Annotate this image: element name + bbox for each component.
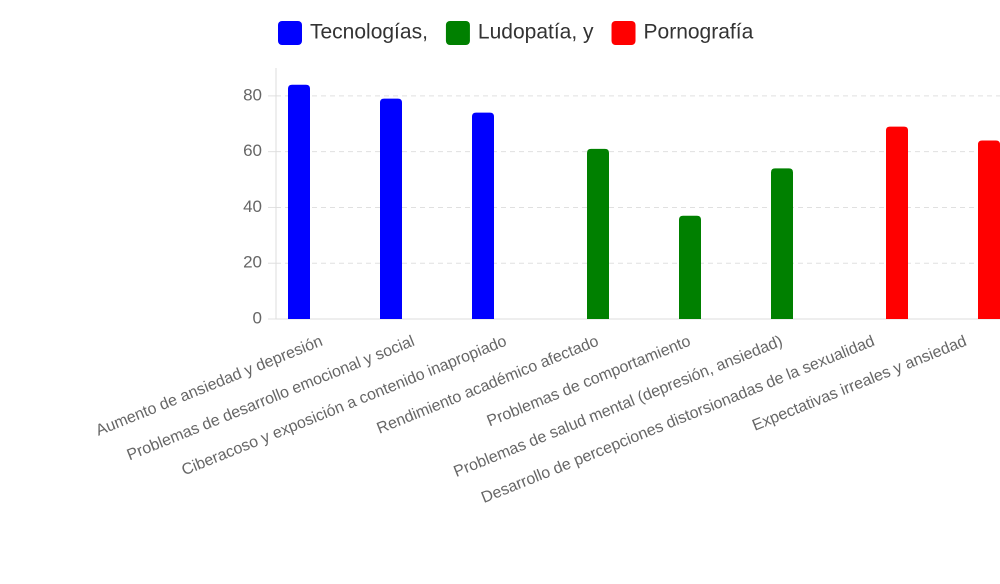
bar xyxy=(472,112,494,319)
legend-swatch xyxy=(611,21,636,45)
bar xyxy=(771,168,793,319)
y-tick-label: 60 xyxy=(243,141,262,160)
legend-label: Ludopatía, y xyxy=(478,21,594,44)
y-tick-label: 20 xyxy=(243,253,262,272)
legend-swatch xyxy=(278,21,302,45)
bar xyxy=(978,140,1000,319)
bar xyxy=(679,215,701,319)
legend-label: Pornografía xyxy=(644,21,754,44)
y-tick-label: 40 xyxy=(243,197,262,216)
y-tick-label: 0 xyxy=(253,308,262,327)
legend-label: Tecnologías, xyxy=(310,21,428,44)
bar xyxy=(587,148,609,319)
y-tick-label: 80 xyxy=(243,85,262,104)
bar xyxy=(288,84,310,319)
bar xyxy=(886,126,908,319)
legend-swatch xyxy=(445,21,470,45)
bar xyxy=(380,98,402,319)
